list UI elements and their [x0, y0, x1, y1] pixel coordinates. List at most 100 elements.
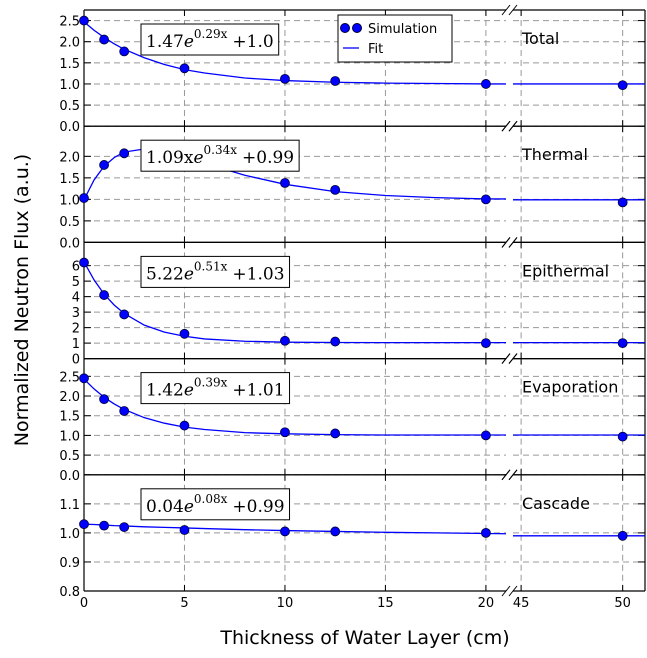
simulation-point — [481, 79, 491, 89]
legend-label: Simulation — [368, 22, 437, 37]
formula-exponent: 0.34x — [204, 143, 238, 157]
formula-exponent: 0.39x — [194, 376, 228, 390]
axis-break — [501, 237, 511, 248]
simulation-point — [79, 15, 89, 26]
simulation-point — [617, 431, 628, 442]
y-tick-label: 1.1 — [59, 498, 80, 513]
formula-tail: +0.99 — [242, 148, 294, 168]
axis-break — [508, 469, 518, 481]
simulation-point — [179, 525, 190, 535]
y-tick-label: 2.5 — [59, 370, 80, 385]
formula-coef: 0.04 — [146, 497, 184, 517]
simulation-point — [481, 430, 491, 441]
axis-break — [508, 353, 518, 364]
simulation-point — [79, 373, 89, 384]
legend-marker — [340, 23, 350, 33]
panel-title: Total — [521, 29, 559, 48]
legend-marker — [352, 23, 362, 33]
simulation-point — [99, 160, 109, 170]
formula-coef: 1.09x — [146, 148, 194, 168]
simulation-point — [99, 290, 109, 300]
formula-coef: 5.22 — [146, 264, 184, 284]
fit-line — [83, 261, 506, 344]
fit-formula: 1.09xe0.34x +0.99 — [146, 143, 294, 168]
y-tick-label: 3 — [72, 306, 80, 321]
panel-title: Thermal — [521, 145, 588, 164]
simulation-point — [280, 427, 290, 438]
formula-coef: 1.42 — [146, 381, 184, 401]
simulation-point — [99, 34, 109, 45]
formula-exponent: 0.51x — [194, 259, 228, 273]
axis-break — [501, 353, 511, 364]
y-tick-label: 1.5 — [59, 57, 80, 72]
axis-break — [501, 469, 511, 481]
y-tick-label: 0.0 — [59, 469, 80, 484]
simulation-point — [280, 335, 290, 346]
y-tick-label: 4 — [72, 291, 80, 306]
x-tick-label: 45 — [513, 596, 530, 611]
y-tick-label: 1.0 — [59, 429, 80, 444]
formula-base: e — [184, 264, 194, 284]
simulation-point — [330, 184, 341, 195]
y-tick-label: 1.0 — [59, 527, 80, 542]
y-tick-label: 2.0 — [59, 150, 80, 165]
axis-break — [501, 4, 511, 16]
y-tick-label: 0.9 — [59, 556, 80, 571]
simulation-point — [617, 530, 628, 541]
simulation-point — [481, 194, 491, 205]
y-tick-label: 5 — [72, 275, 80, 290]
formula-base: e — [184, 32, 194, 52]
simulation-point — [481, 338, 491, 349]
simulation-point — [617, 197, 628, 208]
panel-title: Cascade — [522, 494, 590, 513]
axis-break — [501, 120, 511, 132]
simulation-point — [119, 46, 130, 57]
simulation-point — [119, 406, 130, 416]
formula-tail: +1.01 — [232, 381, 284, 401]
simulation-point — [119, 148, 130, 159]
x-tick-label: 50 — [614, 596, 631, 611]
y-tick-label: 0.0 — [59, 236, 80, 251]
x-tick-label: 10 — [277, 596, 294, 611]
formula-base: e — [193, 148, 203, 168]
fit-formula: 1.47e0.29x +1.0 — [146, 27, 274, 52]
formula-base: e — [184, 497, 194, 517]
formula-box — [140, 488, 291, 521]
legend-box — [337, 14, 453, 63]
y-tick-label: 1 — [72, 337, 80, 352]
formula-box — [140, 23, 280, 56]
y-tick-label: 0.5 — [59, 449, 80, 464]
simulation-point — [280, 526, 290, 537]
y-tick-label: 1.5 — [59, 410, 80, 425]
simulation-point — [99, 394, 109, 405]
fit-formula: 1.42e0.39x +1.01 — [146, 376, 285, 401]
y-tick-label: 1.0 — [59, 193, 80, 208]
y-tick-label: 6 — [72, 260, 80, 275]
x-tick-label: 0 — [80, 596, 88, 611]
x-tick-label: 5 — [180, 596, 188, 611]
y-tick-label: 0 — [72, 353, 80, 368]
axis-break — [508, 120, 518, 132]
formula-exponent: 0.08x — [194, 492, 228, 506]
panel-title: Epithermal — [522, 261, 609, 280]
x-tick-label: 20 — [478, 596, 495, 611]
simulation-point — [330, 336, 341, 347]
formula-coef: 1.47 — [146, 32, 184, 52]
x-axis-label: Thickness of Water Layer (cm) — [219, 627, 509, 649]
formula-tail: +1.03 — [232, 264, 284, 284]
axis-break — [508, 4, 518, 16]
simulation-point — [617, 338, 628, 349]
y-tick-label: 2.5 — [59, 15, 80, 30]
x-tick-label: 15 — [377, 596, 394, 611]
legend-label: Fit — [368, 42, 383, 57]
simulation-point — [617, 80, 628, 91]
y-tick-label: 2.0 — [59, 36, 80, 51]
simulation-point — [330, 526, 341, 537]
formula-exponent: 0.29x — [194, 27, 228, 41]
simulation-point — [481, 528, 491, 538]
simulation-point — [179, 63, 190, 74]
panel-title: Evaporation — [522, 378, 618, 397]
simulation-point — [330, 76, 341, 86]
simulation-point — [79, 519, 89, 530]
